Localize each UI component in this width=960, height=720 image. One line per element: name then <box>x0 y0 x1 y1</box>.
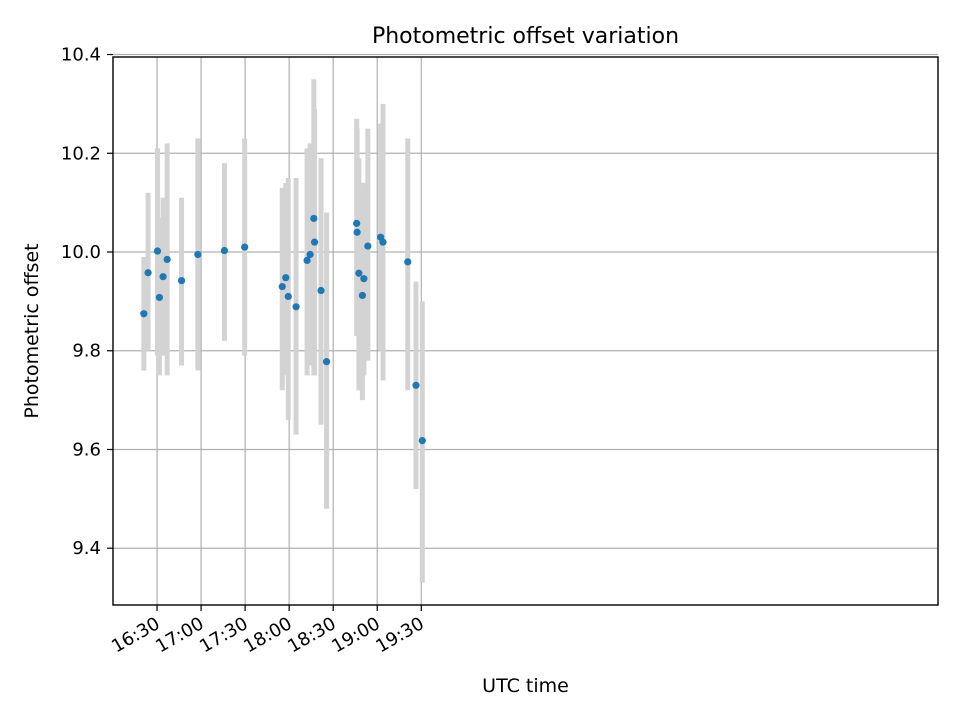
x-tick-label: 17:00 <box>152 613 207 657</box>
x-tick-label: 17:30 <box>196 613 251 657</box>
chart-title: Photometric offset variation <box>372 24 679 49</box>
data-point <box>140 310 148 318</box>
y-tick-label: 10.4 <box>61 45 101 66</box>
x-axis-label: UTC time <box>482 675 569 697</box>
data-point <box>379 238 387 246</box>
plot-frame <box>112 56 939 606</box>
data-point <box>278 282 286 291</box>
data-point <box>163 255 171 264</box>
x-tick-label: 18:00 <box>240 613 295 657</box>
data-point <box>220 246 229 255</box>
data-point <box>404 258 412 266</box>
x-tick-label: 19:00 <box>328 613 383 657</box>
data-point <box>310 214 318 223</box>
y-tick-label: 9.8 <box>72 341 101 362</box>
error-bars <box>141 79 425 583</box>
y-tick-label: 10.2 <box>61 143 101 164</box>
data-point <box>306 250 314 259</box>
data-points <box>140 214 426 445</box>
data-point <box>153 247 162 255</box>
data-point <box>412 381 420 389</box>
grid <box>113 53 938 605</box>
data-point <box>418 437 426 445</box>
data-point <box>303 256 311 265</box>
data-point <box>292 303 300 311</box>
y-tick-label: 9.6 <box>72 439 101 460</box>
data-point <box>282 274 290 282</box>
data-point <box>360 275 368 283</box>
data-point <box>144 269 152 277</box>
data-point <box>310 238 319 246</box>
x-tick-label: 18:30 <box>284 613 339 657</box>
data-point <box>322 358 331 366</box>
data-point <box>353 219 361 227</box>
y-tick-label: 9.4 <box>72 538 101 559</box>
data-point <box>364 242 372 250</box>
data-point <box>355 269 363 277</box>
data-point <box>358 291 367 300</box>
data-point <box>317 286 325 295</box>
data-point <box>353 228 361 236</box>
data-point <box>177 277 186 285</box>
x-tick-label: 19:30 <box>372 613 427 657</box>
y-axis-label: Photometric offset <box>21 243 43 418</box>
x-tick-label: 16:30 <box>108 613 163 657</box>
data-point <box>155 293 163 302</box>
data-point <box>284 292 292 301</box>
data-point <box>159 273 167 281</box>
y-axis: 9.4 9.6 9.8 10.0 10.2 10.4 <box>61 45 113 559</box>
data-point <box>194 250 202 259</box>
y-tick-label: 10.0 <box>61 242 101 263</box>
data-point <box>241 243 249 251</box>
